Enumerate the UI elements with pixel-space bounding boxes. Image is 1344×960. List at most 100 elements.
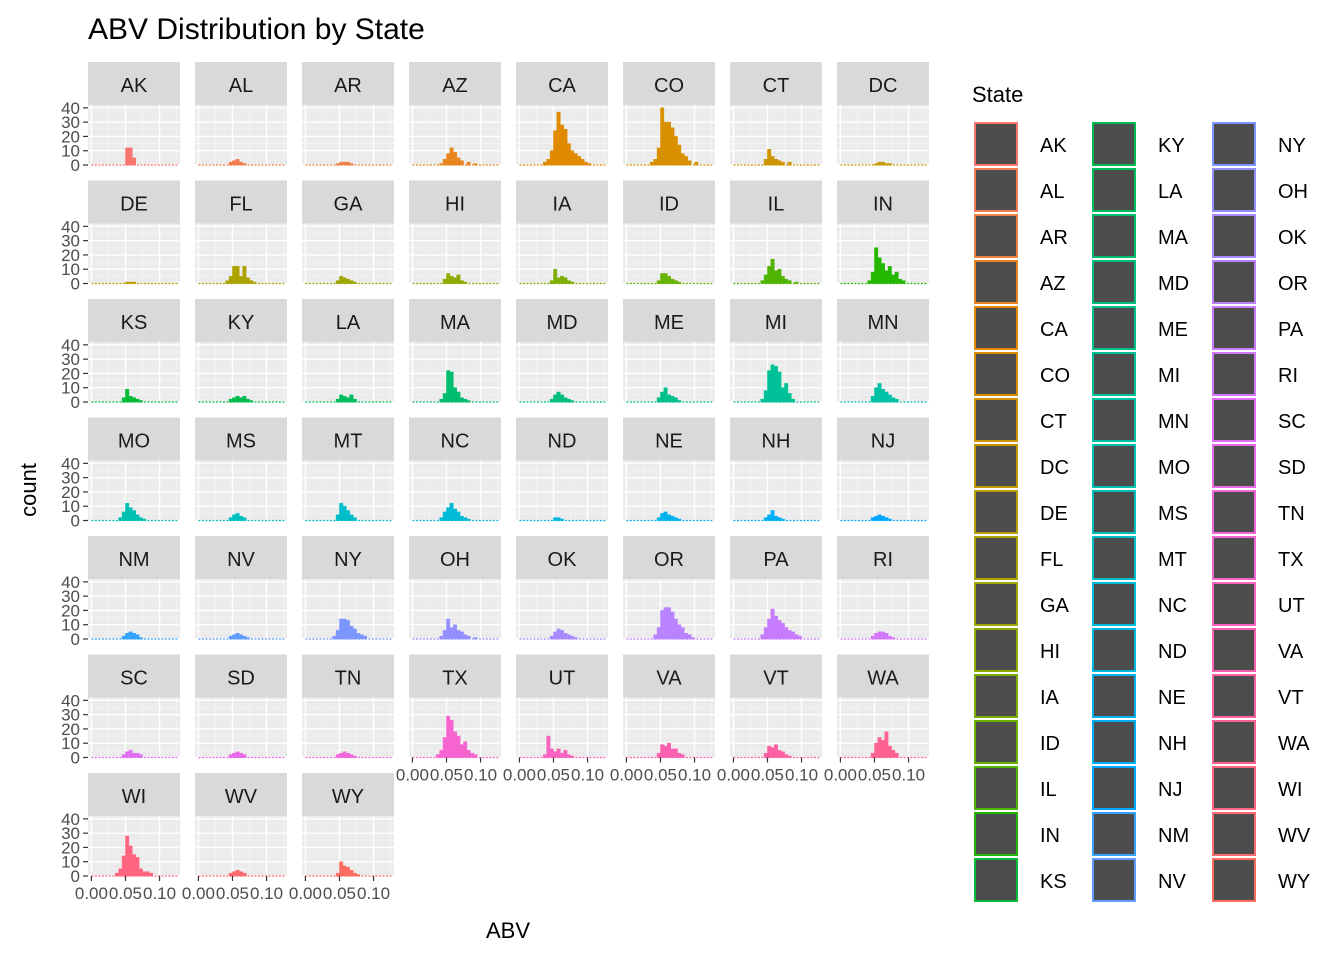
y-axis-tick-label: 20 <box>61 364 80 383</box>
histogram-bar <box>132 157 136 166</box>
histogram-bar <box>228 635 233 640</box>
histogram-bar <box>135 634 140 640</box>
legend-label: NY <box>1278 135 1306 157</box>
histogram-bar <box>870 271 875 284</box>
y-axis-tick-label: 40 <box>61 691 80 710</box>
histogram-bar <box>566 634 571 640</box>
x-axis-tick-label: 0.05 <box>644 766 677 785</box>
facet-strip-label: MS <box>226 431 256 453</box>
histogram-bar <box>228 754 233 758</box>
histogram-bar <box>660 391 665 403</box>
histogram-bar <box>232 397 237 403</box>
histogram-bar <box>549 635 554 640</box>
histogram-bar <box>556 628 561 640</box>
facet-strip <box>88 417 180 461</box>
facet-strip <box>302 536 394 579</box>
legend-item-il: IL <box>974 766 1057 810</box>
legend-item-in: IN <box>974 812 1060 856</box>
y-axis-tick-label: 0 <box>71 156 80 175</box>
facet-panel-background <box>516 223 608 284</box>
facet-ny: NY <box>302 536 394 640</box>
legend-label: HI <box>1040 641 1060 663</box>
histogram-bar <box>787 393 792 403</box>
histogram-bar <box>135 514 140 521</box>
legend-item-de: DE <box>974 490 1068 534</box>
legend-key-swatch <box>974 812 1018 856</box>
facet-panel-background <box>195 816 287 876</box>
facet-strip <box>195 299 287 342</box>
histogram-bar <box>563 397 568 403</box>
facet-ar: AR <box>302 62 394 166</box>
legend-item-nm: NM <box>1092 812 1189 856</box>
histogram-bar <box>339 752 344 758</box>
histogram-bar <box>653 634 658 640</box>
histogram-bar <box>583 161 588 166</box>
legend-key-swatch <box>974 444 1018 488</box>
x-axis-tick-label: 0.00 <box>182 884 215 903</box>
legend-label: SD <box>1278 457 1306 479</box>
histogram-bar <box>342 865 347 877</box>
histogram-bar <box>787 755 792 758</box>
legend-key-swatch <box>1212 444 1256 488</box>
facet-strip-label: MD <box>546 312 577 334</box>
histogram-bar <box>570 400 575 403</box>
facet-mi: MI <box>730 299 822 403</box>
histogram-bar <box>456 157 461 166</box>
histogram-bar <box>680 627 685 640</box>
facet-strip-label: NH <box>762 431 791 453</box>
histogram-bar <box>446 273 451 284</box>
y-axis-tick-label: 40 <box>61 454 80 473</box>
histogram-bar <box>663 745 668 758</box>
legend-label: MT <box>1158 549 1187 571</box>
histogram-bar <box>774 615 778 640</box>
histogram-bar <box>466 400 471 403</box>
legend-key-swatch <box>1212 720 1256 764</box>
facet-nd: ND <box>516 417 608 522</box>
facet-strip-label: DC <box>869 75 898 97</box>
histogram-bar <box>577 156 581 166</box>
histogram-bar <box>877 737 882 758</box>
histogram-bar <box>887 163 892 166</box>
histogram-bar <box>463 281 468 284</box>
histogram-bar <box>235 396 240 403</box>
legend-key-swatch <box>1212 858 1256 902</box>
histogram-bar <box>549 150 554 166</box>
facet-al: AL <box>195 62 287 166</box>
legend-key-swatch <box>974 168 1018 212</box>
facet-strip-label: OK <box>548 549 578 571</box>
legend-label: KS <box>1040 871 1067 893</box>
histogram-bar <box>128 147 133 166</box>
facet-strip-label: SD <box>227 668 255 690</box>
histogram-bar <box>690 637 695 640</box>
y-axis-tick-label: 30 <box>61 113 80 132</box>
histogram-bar <box>442 159 447 166</box>
histogram-bar <box>242 396 247 403</box>
histogram-bar <box>874 247 879 284</box>
facet-strip-label: VT <box>763 668 789 690</box>
y-axis-tick-label: 40 <box>61 810 80 829</box>
histogram-bar <box>346 867 350 877</box>
legend-label: MS <box>1158 503 1188 525</box>
legend-item-wa: WA <box>1212 720 1310 764</box>
facet-strip-label: AZ <box>442 75 468 97</box>
legend-key-swatch <box>1092 858 1136 902</box>
facet-strip <box>88 654 180 698</box>
legend-label: VA <box>1278 641 1304 663</box>
histogram-bar <box>149 872 153 877</box>
legend-label: CA <box>1040 319 1068 341</box>
x-axis-tick-label: 0.10 <box>143 884 176 903</box>
facet-strip-label: KY <box>228 312 255 334</box>
legend-item-nh: NH <box>1092 720 1187 764</box>
histogram-bar <box>442 511 447 521</box>
histogram-bar <box>439 517 444 521</box>
histogram-bar <box>656 147 661 166</box>
histogram-bar <box>138 517 143 521</box>
legend-label: TX <box>1278 549 1304 571</box>
histogram-bar <box>473 754 478 758</box>
histogram-bar <box>677 281 682 284</box>
y-axis-tick-label: 20 <box>61 246 80 265</box>
histogram-bar <box>770 747 775 758</box>
facet-strip <box>409 299 501 342</box>
